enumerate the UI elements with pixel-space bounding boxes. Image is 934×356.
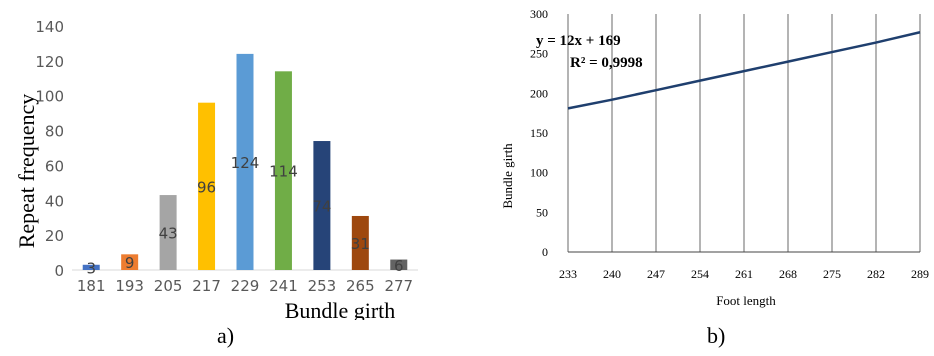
bar	[121, 254, 139, 270]
x-axis-title: Foot length	[716, 293, 776, 308]
x-tick-label: 253	[308, 277, 337, 295]
y-tick-label: 250	[530, 47, 548, 61]
x-tick-label: 205	[154, 277, 183, 295]
x-tick-label: 247	[647, 267, 665, 281]
x-tick-label: 254	[691, 267, 709, 281]
bar-data-label: 114	[269, 163, 298, 181]
y-tick-label: 100	[530, 166, 548, 180]
x-tick-label: 268	[779, 267, 797, 281]
y-tick-label: 0	[542, 245, 548, 259]
y-tick-label: 150	[530, 126, 548, 140]
bar-data-label: 74	[312, 198, 331, 216]
x-tick-label: 241	[269, 277, 298, 295]
trend-line	[567, 31, 921, 110]
caption-a: a)	[217, 323, 235, 348]
bar	[351, 215, 369, 270]
x-tick-label: 282	[867, 267, 885, 281]
y-axis-title: Repeat frequency	[14, 94, 39, 249]
line-chart: 0 50 100 150 200 250 300 233 240 247 254 261 268 275…	[500, 7, 929, 308]
y-tick-label: 80	[45, 123, 64, 141]
y-tick-label: 120	[35, 53, 64, 71]
y-tick-label: 100	[35, 88, 64, 106]
regression-equation: y = 12x + 169	[536, 33, 621, 49]
bar	[390, 259, 408, 270]
y-axis-title: Bundle girth	[500, 143, 515, 209]
x-tick-label: 217	[192, 277, 221, 295]
x-tick-label: 229	[231, 277, 260, 295]
y-tick-label: 0	[54, 262, 64, 280]
y-tick-label: 20	[45, 227, 64, 245]
y-tick-label: 50	[536, 205, 548, 219]
bar-chart-panel: 0 20 40 60 80 100 120 140 3 9 43 96 124 114 74 31 6 181…	[0, 0, 430, 356]
y-tick-label: 60	[45, 157, 64, 175]
bar	[313, 141, 331, 270]
caption-b: b)	[707, 323, 726, 348]
x-tick-label: 289	[911, 267, 929, 281]
r-squared-label: R² = 0,9998	[570, 55, 643, 71]
bar	[198, 102, 216, 270]
x-tick-label: 240	[603, 267, 621, 281]
x-axis-title: Bundle girth	[285, 298, 396, 320]
bar-data-label: 43	[159, 225, 178, 243]
x-tick-label: 233	[559, 267, 577, 281]
bar	[274, 71, 292, 270]
bar-data-label: 96	[197, 178, 216, 196]
bar-data-label: 124	[231, 154, 260, 172]
x-tick-label: 261	[735, 267, 753, 281]
bar	[236, 53, 254, 271]
x-tick-label: 275	[823, 267, 841, 281]
bar	[82, 264, 100, 270]
line-chart-panel: 0 50 100 150 200 250 300 233 240 247 254 261 268 275…	[470, 0, 934, 356]
bar-data-label: 31	[351, 235, 370, 253]
bar-data-label: 9	[125, 254, 135, 272]
y-tick-label: 200	[530, 86, 548, 100]
x-tick-label: 193	[115, 277, 144, 295]
bar-data-label: 6	[394, 257, 404, 275]
bar-data-label: 3	[86, 259, 96, 277]
y-tick-label: 40	[45, 192, 64, 210]
bar	[159, 195, 177, 270]
y-tick-label: 300	[530, 7, 548, 21]
x-tick-label: 181	[77, 277, 106, 295]
bar-chart: 0 20 40 60 80 100 120 140 3 9 43 96 124 114 74 31 6 181…	[14, 18, 418, 323]
y-tick-label: 140	[35, 18, 64, 36]
x-tick-label: 265	[346, 277, 375, 295]
x-tick-label: 277	[384, 277, 413, 295]
